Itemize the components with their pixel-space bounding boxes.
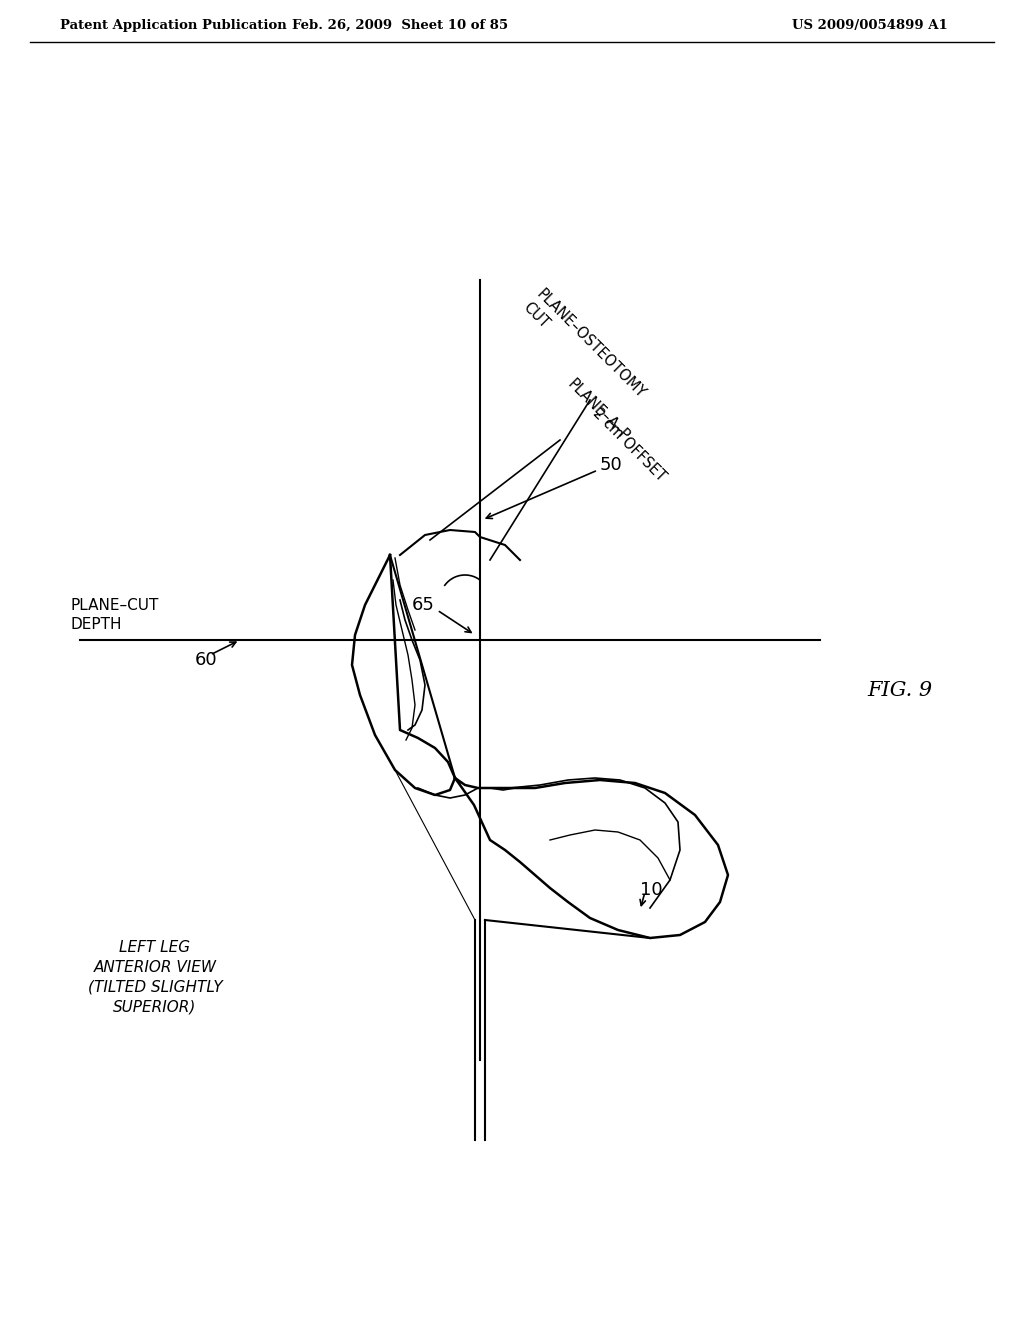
- Text: 50: 50: [600, 455, 623, 474]
- Text: PLANE–CUT
DEPTH: PLANE–CUT DEPTH: [70, 598, 159, 632]
- Text: 65: 65: [412, 597, 435, 614]
- Text: PLANE–A–P: PLANE–A–P: [565, 376, 633, 444]
- Text: US 2009/0054899 A1: US 2009/0054899 A1: [793, 18, 948, 32]
- Text: 10: 10: [640, 880, 663, 899]
- Text: LEFT LEG
ANTERIOR VIEW
(TILTED SLIGHTLY
SUPERIOR): LEFT LEG ANTERIOR VIEW (TILTED SLIGHTLY …: [88, 940, 222, 1014]
- Text: PLANE–OSTEOTOMY
CUT: PLANE–OSTEOTOMY CUT: [520, 286, 648, 414]
- Text: FIG. 9: FIG. 9: [867, 681, 933, 700]
- Text: 60: 60: [195, 651, 218, 669]
- Text: 2 cm OFFSET: 2 cm OFFSET: [590, 405, 669, 484]
- Text: Patent Application Publication: Patent Application Publication: [60, 18, 287, 32]
- Text: Feb. 26, 2009  Sheet 10 of 85: Feb. 26, 2009 Sheet 10 of 85: [292, 18, 508, 32]
